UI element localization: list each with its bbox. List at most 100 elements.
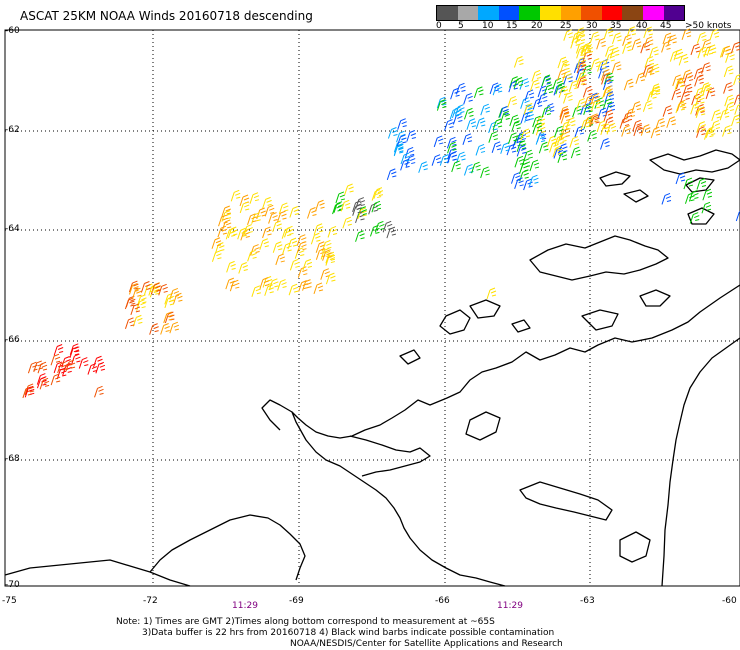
wind-barb (565, 117, 576, 129)
wind-barb (569, 136, 580, 148)
wind-barb (623, 78, 634, 91)
wind-barb (559, 105, 570, 118)
wind-barb (227, 226, 238, 239)
wind-barb (169, 287, 180, 300)
wind-barb (462, 133, 473, 145)
lon-label: -69 (289, 596, 304, 606)
wind-barb (574, 125, 585, 138)
wind-barb (129, 282, 139, 295)
wind-barb (560, 60, 570, 73)
wind-barb (704, 128, 714, 140)
wind-barb (683, 177, 694, 190)
wind-barb (571, 31, 582, 44)
wind-barb (405, 155, 416, 167)
wind-barb (357, 207, 367, 220)
wind-barb (352, 204, 362, 216)
wind-barb (480, 166, 490, 179)
wind-barb (508, 132, 518, 144)
wind-barb (387, 127, 398, 139)
wind-barb (282, 242, 292, 255)
wind-barb (694, 94, 705, 107)
wind-barb (163, 311, 173, 324)
wind-barb (611, 61, 622, 73)
wind-barb (701, 201, 712, 214)
wind-barb (302, 279, 312, 291)
wind-barb (603, 27, 614, 40)
wind-barb (69, 346, 80, 358)
wind-barb (535, 115, 546, 128)
wind-barb (602, 98, 613, 111)
wind-barb (36, 376, 47, 389)
wind-barb (590, 114, 600, 127)
wind-barb (576, 46, 586, 59)
wind-barb (719, 108, 730, 121)
wind-barb (563, 91, 573, 104)
wind-barb (514, 155, 525, 168)
wind-barb (230, 189, 241, 202)
wind-barb (575, 32, 586, 44)
wind-barb (529, 159, 540, 172)
wind-barb (581, 42, 592, 55)
wind-barb (584, 115, 594, 128)
wind-barb (640, 41, 650, 54)
wind-barb (722, 125, 732, 137)
wind-barb (689, 212, 700, 224)
wind-barb (700, 82, 711, 94)
wind-barb (211, 237, 222, 249)
wind-barb (439, 154, 450, 166)
wind-barb (272, 220, 282, 233)
wind-barb (436, 99, 447, 111)
wind-barb (611, 32, 622, 45)
legend-label-0: 0 (436, 21, 442, 31)
wind-barb (557, 151, 568, 163)
wind-barb (532, 122, 543, 135)
wind-barb (523, 149, 533, 162)
wind-barb (164, 311, 175, 324)
wind-barb (396, 130, 406, 143)
legend-label-20: 20 (531, 21, 543, 31)
wind-barb (272, 241, 283, 253)
wind-barb (674, 78, 685, 90)
lon-label: -75 (2, 596, 17, 606)
legend-label-35: 35 (610, 21, 622, 31)
legend-swatch (539, 6, 561, 20)
wind-barb (601, 87, 612, 99)
wind-barb (70, 353, 81, 366)
wind-barb (650, 85, 661, 98)
wind-barb (650, 126, 661, 139)
wind-barb (221, 210, 232, 222)
wind-barb (622, 34, 632, 46)
wind-barb (229, 279, 240, 292)
wind-barb (217, 225, 228, 238)
wind-barb (552, 145, 563, 158)
wind-barb (463, 163, 474, 176)
wind-barb (596, 120, 607, 132)
wind-barb (734, 104, 740, 115)
wind-barb (681, 69, 692, 82)
wind-barb (240, 228, 251, 241)
wind-barb (666, 116, 676, 128)
wind-barb (587, 129, 597, 142)
wind-barb (606, 122, 617, 135)
wind-barb (583, 44, 594, 56)
wind-barb (491, 141, 502, 153)
wind-barb (93, 355, 103, 368)
wind-barb (693, 67, 704, 80)
wind-barb (463, 92, 473, 105)
lat-label: -68 (5, 454, 20, 464)
wind-barb (681, 28, 692, 40)
wind-barb (513, 77, 524, 89)
wind-barb (53, 344, 64, 356)
wind-barb (603, 109, 614, 122)
wind-barb (590, 58, 601, 70)
wind-barb (675, 101, 686, 114)
wind-barb (87, 363, 98, 375)
wind-barb (480, 103, 490, 116)
wind-barb (528, 174, 539, 187)
wind-barb (516, 131, 527, 143)
wind-barb (164, 296, 175, 309)
wind-barb (605, 45, 615, 57)
wind-barb (723, 65, 734, 78)
wind-barb (706, 44, 717, 57)
wind-barb (355, 197, 366, 209)
